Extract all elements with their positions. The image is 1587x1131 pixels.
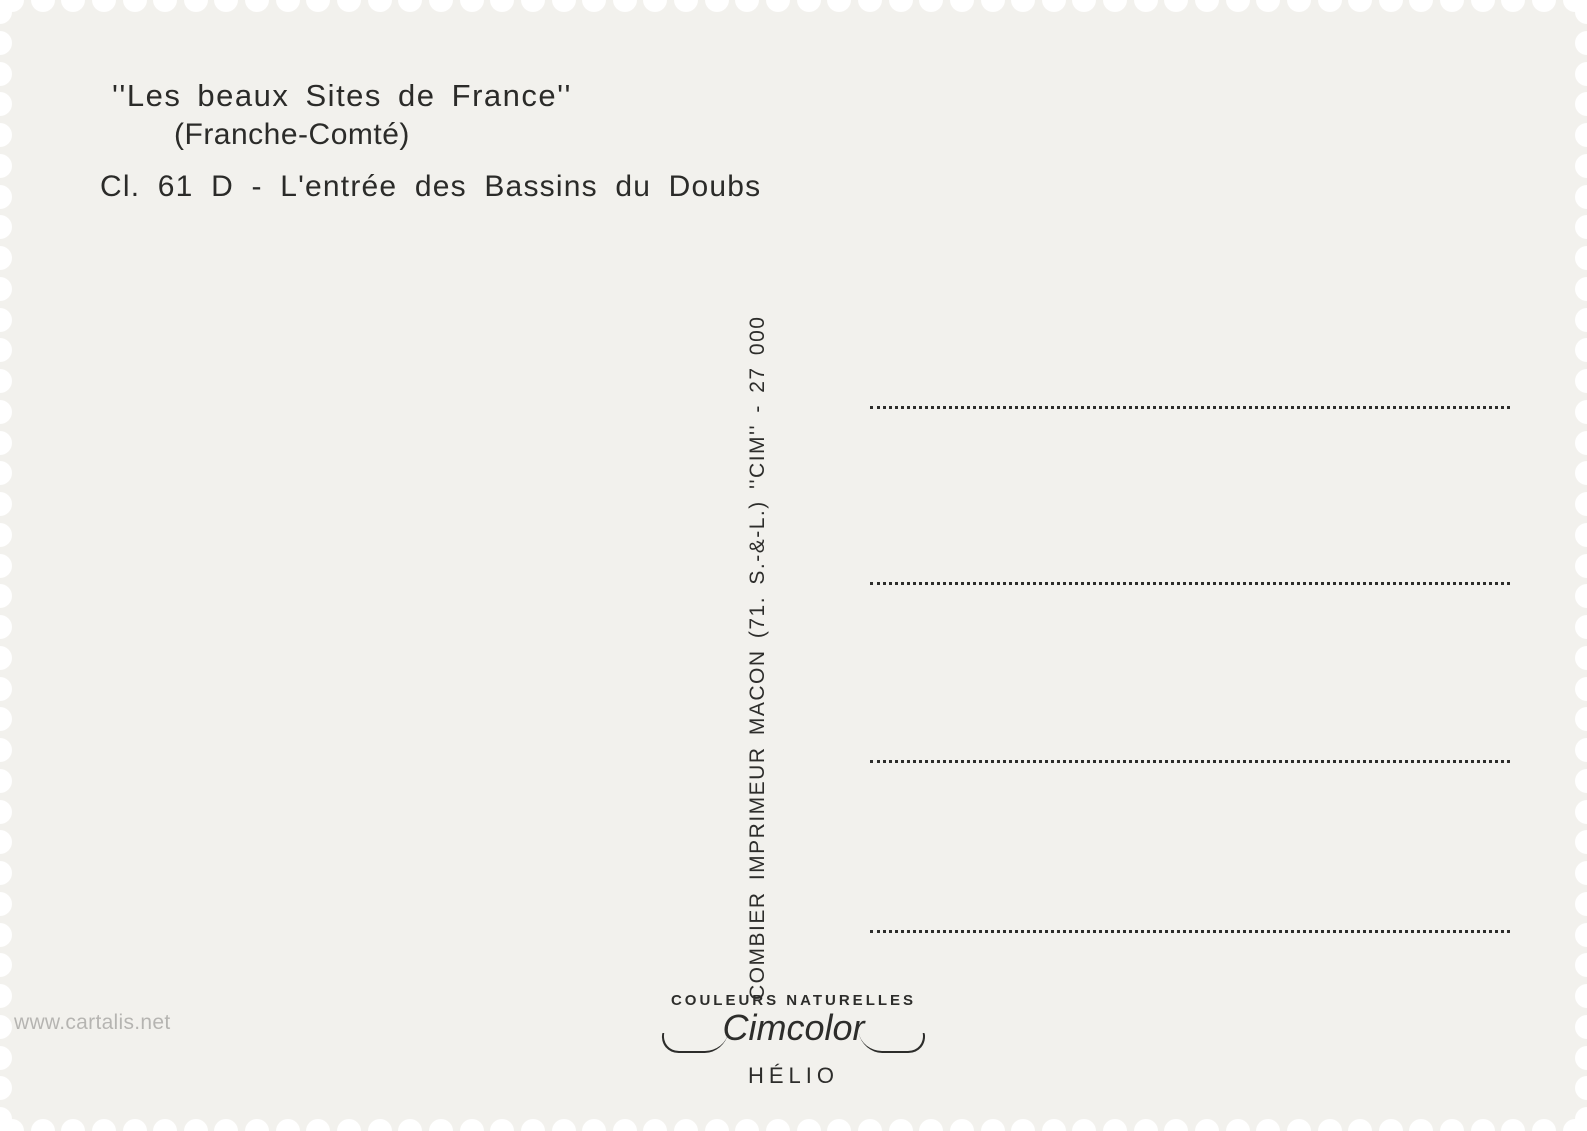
caption-reference-and-title: Cl. 61 D - L'entrée des Bassins du Doubs [100, 170, 761, 204]
scallop-edge-left [0, 0, 12, 1131]
caption-series-title: ''Les beaux Sites de France'' [112, 78, 761, 114]
address-line-3 [870, 760, 1510, 763]
printer-credit-vertical: COMBIER IMPRIMEUR MACON (71. S.-&-L.) ''… [746, 316, 770, 1000]
logo-swash-right-icon [859, 1033, 929, 1053]
scallop-edge-top [0, 0, 1587, 12]
postcard-back: ''Les beaux Sites de France'' (Franche-C… [0, 0, 1587, 1131]
caption-header: ''Les beaux Sites de France'' (Franche-C… [112, 78, 761, 204]
cimcolor-script-logo: Cimcolor [722, 1007, 864, 1049]
address-line-2 [870, 582, 1510, 585]
helio-label: HÉLIO [671, 1063, 916, 1089]
cimcolor-text: Cimcolor [722, 1007, 864, 1048]
caption-region: (Franche-Comté) [174, 118, 761, 152]
scallop-edge-right [1575, 0, 1587, 1131]
scallop-edge-bottom [0, 1119, 1587, 1131]
watermark-text: www.cartalis.net [14, 1011, 171, 1035]
publisher-logo-block: COULEURS NATURELLES Cimcolor HÉLIO [671, 992, 916, 1089]
center-divider: COMBIER IMPRIMEUR MACON (71. S.-&-L.) ''… [770, 160, 800, 1000]
logo-swash-left-icon [659, 1033, 729, 1053]
address-line-4 [870, 930, 1510, 933]
address-line-1 [870, 406, 1510, 409]
